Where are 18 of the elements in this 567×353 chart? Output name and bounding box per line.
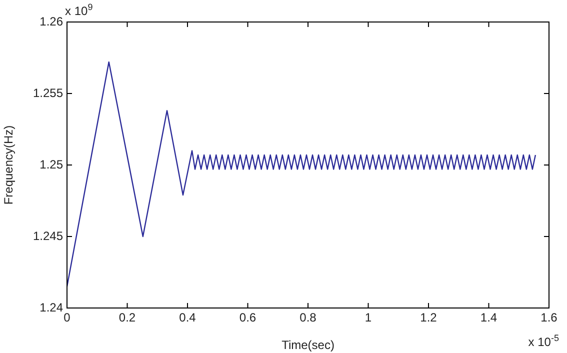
text: x 10$^{-5}$ bbox=[528, 333, 559, 349]
y-tick-label: 1.255 bbox=[32, 86, 64, 100]
x-tick-label: 1.2 bbox=[420, 310, 438, 325]
x-tick-label: 0 bbox=[64, 310, 71, 325]
y-tick-label: 1.25 bbox=[40, 157, 64, 172]
x-axis-title: Time(sec) bbox=[282, 338, 334, 352]
x-tick-label: 1.6 bbox=[540, 310, 558, 325]
text: x 10$^{9}$ bbox=[65, 2, 93, 18]
x-tick-label: 1.4 bbox=[480, 310, 498, 325]
x-tick-label: 0.6 bbox=[239, 310, 256, 325]
y-tick-label: 1.26 bbox=[40, 14, 64, 28]
y-tick-label: 1.245 bbox=[32, 228, 64, 243]
x-tick-label: 0.2 bbox=[118, 310, 136, 325]
y-axis-title: Frequency(Hz) bbox=[2, 125, 16, 205]
x-tick-label: 0.8 bbox=[300, 310, 317, 325]
y-tick-label: 1.24 bbox=[40, 300, 64, 314]
x-tick-label: 0.4 bbox=[179, 310, 196, 325]
x-tick-label: 1 bbox=[364, 310, 372, 325]
